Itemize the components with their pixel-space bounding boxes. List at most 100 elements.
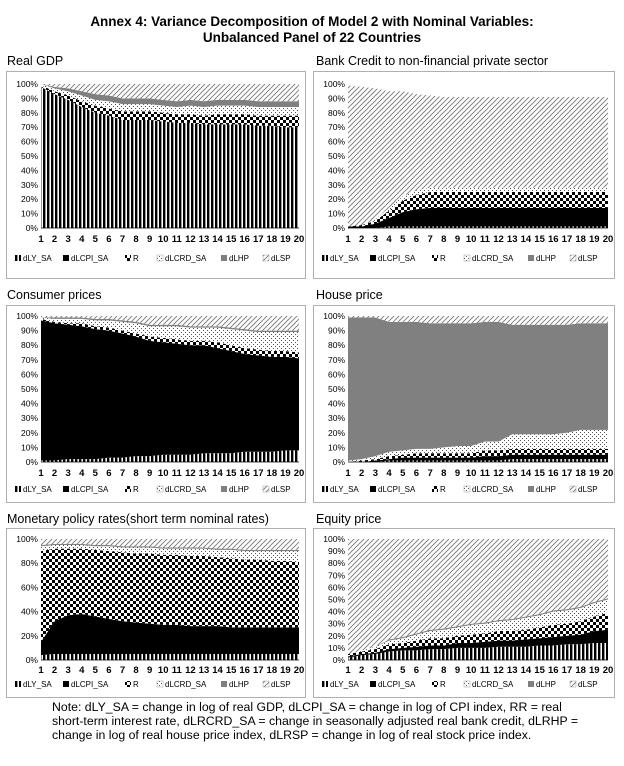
y-tick-label: 30% <box>328 180 345 190</box>
x-tick-label: 10 <box>466 665 477 676</box>
y-tick-label: 30% <box>328 619 345 629</box>
legend-swatch-dlhp <box>528 255 534 261</box>
x-tick-label: 14 <box>521 468 532 479</box>
area-dlsp <box>348 85 608 227</box>
legend-label-dlcpi_sa: dLCPI_SA <box>378 254 416 263</box>
area-dlcpi_sa <box>348 454 608 462</box>
legend-swatch-dlcpi_sa <box>63 486 69 492</box>
x-tick-label: 12 <box>185 665 196 676</box>
legend-label-r: R <box>440 485 446 494</box>
legend-label-dlsp: dLSP <box>271 485 291 494</box>
legend-swatch-dly_sa <box>322 681 328 687</box>
legend-label-dlhp: dLHP <box>229 680 249 689</box>
legend-label-dly_sa: dLY_SA <box>23 254 52 263</box>
y-tick-label: 100% <box>16 311 38 321</box>
x-tick-label: 3 <box>66 665 71 676</box>
x-tick-label: 5 <box>93 234 99 245</box>
x-tick-label: 6 <box>414 468 419 479</box>
x-tick-label: 11 <box>172 665 183 676</box>
y-tick-label: 10% <box>328 209 345 219</box>
chart-equity-price: 0% 10% 20% 30% 40% 50% 60% 70% 80% 90% 100% 1 2 3 4 5 6 7… <box>313 528 615 698</box>
legend-label-dlcrd_sa: dLCRD_SA <box>165 680 207 689</box>
legend-label-r: R <box>133 254 139 263</box>
y-tick-label: 60% <box>21 137 38 147</box>
legend-label-dlcrd_sa: dLCRD_SA <box>472 254 514 263</box>
legend-swatch-dly_sa <box>322 255 328 261</box>
y-tick-label: 40% <box>21 165 38 175</box>
x-tick-label: 1 <box>38 665 44 676</box>
y-tick-label: 10% <box>328 442 345 452</box>
x-tick-label: 13 <box>507 234 518 245</box>
x-tick-label: 16 <box>239 665 250 676</box>
x-tick-label: 3 <box>373 665 378 676</box>
x-tick-label: 1 <box>345 234 351 245</box>
legend-swatch-dlcpi_sa <box>63 255 69 261</box>
y-tick-label: 60% <box>328 582 345 592</box>
x-tick-label: 10 <box>158 665 169 676</box>
x-tick-label: 13 <box>199 665 210 676</box>
legend-swatch-dly_sa <box>15 681 21 687</box>
legend-swatch-r <box>432 681 438 687</box>
y-tick-label: 90% <box>328 546 345 556</box>
legend-label-r: R <box>440 680 446 689</box>
x-tick-label: 11 <box>172 234 183 245</box>
x-tick-label: 19 <box>589 468 600 479</box>
y-tick-label: 80% <box>328 558 345 568</box>
legend-swatch-dlcrd_sa <box>463 485 471 493</box>
legend-label-dlcrd_sa: dLCRD_SA <box>165 254 207 263</box>
area-dlcpi_sa <box>348 629 608 658</box>
y-tick-label: 10% <box>21 442 38 452</box>
area-dlcrd_sa <box>41 545 299 562</box>
y-tick-label: 20% <box>328 631 345 641</box>
x-tick-label: 2 <box>359 468 364 479</box>
x-tick-label: 20 <box>603 468 614 479</box>
x-tick-label: 14 <box>521 234 532 245</box>
y-tick-label: 10% <box>328 643 345 653</box>
y-tick-label: 100% <box>16 534 38 544</box>
x-tick-label: 9 <box>455 665 460 676</box>
x-tick-label: 12 <box>493 665 504 676</box>
legend-swatch-dlsp <box>262 680 270 688</box>
x-tick-label: 18 <box>575 468 586 479</box>
legend-label-dlhp: dLHP <box>536 680 556 689</box>
panel-title-real-gdp: Real GDP <box>7 54 64 68</box>
x-tick-label: 7 <box>120 665 125 676</box>
x-tick-label: 1 <box>38 468 44 479</box>
x-tick-label: 4 <box>386 468 392 479</box>
x-tick-label: 7 <box>427 665 432 676</box>
legend-swatch-dly_sa <box>322 486 328 492</box>
chart-monetary-policy: 0% 20% 40% 60% 80% 100% 1 2 3 4 5 6 7 8 9 10 11 12 13 14 15 1… <box>6 528 306 698</box>
chart-svg-bank-credit: 0%10%20%30%40%50%60%70%80%90%100%1 2 3 4 5 6 7… <box>322 79 613 263</box>
x-tick-label: 15 <box>226 665 237 676</box>
chart-real-gdp: 0% 10% 20% 30% 40% 50% 60% 70% 80% 90% 100% 1 2 3 4 5 6 7… <box>6 71 306 279</box>
panel-title-monetary-policy: Monetary policy rates(short term nominal… <box>7 512 269 526</box>
x-tick-label: 14 <box>212 468 223 479</box>
y-tick-label: 0% <box>26 223 39 233</box>
legend-swatch-r <box>125 486 131 492</box>
y-tick-label: 40% <box>328 399 345 409</box>
area-dlhp <box>41 317 299 333</box>
x-tick-label: 17 <box>562 468 573 479</box>
y-tick-label: 20% <box>21 631 38 641</box>
legend-swatch-dlhp <box>528 681 534 687</box>
chart-house-price: 0% 10% 20% 30% 40% 50% 60% 70% 80% 90% 100% 1 2 3 4 5 6 7… <box>313 305 615 503</box>
legend-label-dly_sa: dLY_SA <box>23 680 52 689</box>
chart-bank-credit: 0% 10% 20% 30% 40% 50% 60% 70% 80% 90% 100% 1 2 3 4 5 6 7… <box>313 71 615 279</box>
y-tick-label: 40% <box>328 607 345 617</box>
y-tick-label: 20% <box>328 194 345 204</box>
legend-swatch-dlcpi_sa <box>370 255 376 261</box>
y-tick-label: 70% <box>21 355 38 365</box>
x-tick-label: 13 <box>507 468 518 479</box>
legend-swatch-dlsp <box>569 680 577 688</box>
y-tick-label: 70% <box>21 122 38 132</box>
chart-consumer-prices: 0% 10% 20% 30% 40% 50% 60% 70% 80% 90% 100% 1 2 3 4 5 6 7… <box>6 305 306 503</box>
legend-label-dlcpi_sa: dLCPI_SA <box>378 485 416 494</box>
panel-title-house-price: House price <box>316 288 383 302</box>
x-tick-label: 14 <box>521 665 532 676</box>
y-tick-label: 0% <box>333 223 346 233</box>
x-tick-label: 5 <box>400 234 406 245</box>
x-tick-label: 8 <box>441 665 446 676</box>
x-tick-label: 5 <box>400 468 406 479</box>
x-tick-label: 19 <box>280 234 291 245</box>
